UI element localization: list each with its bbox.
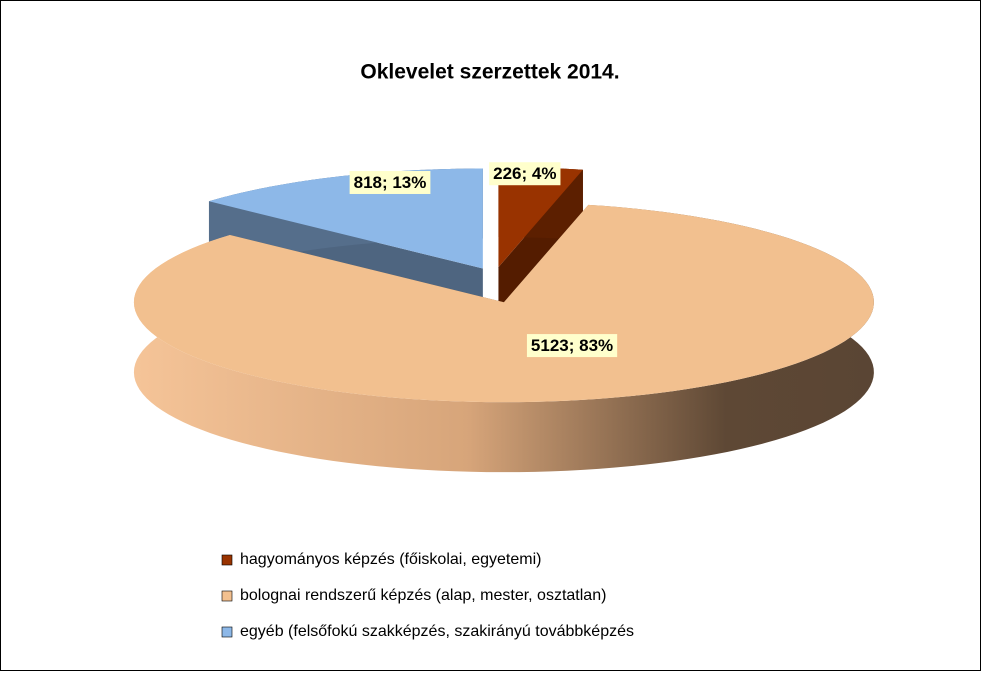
data-label: 5123; 83% bbox=[531, 336, 613, 355]
pie-slice bbox=[133, 204, 874, 473]
data-label-box bbox=[526, 334, 618, 358]
data-label: 818; 13% bbox=[354, 173, 427, 192]
slice-top bbox=[133, 204, 874, 403]
legend-label: bolognai rendszerű képzés (alap, mester,… bbox=[240, 587, 606, 604]
legend-label: egyéb (felsőfokú szakképzés, szakirányú … bbox=[240, 623, 634, 640]
slice-top bbox=[498, 167, 583, 268]
legend-swatch bbox=[221, 554, 233, 566]
legend-swatch bbox=[221, 626, 233, 638]
data-label-box bbox=[489, 162, 561, 186]
chart-title: Oklevelet szerzettek 2014. bbox=[360, 61, 619, 84]
legend-label: hagyományos képzés (főiskolai, egyetemi) bbox=[240, 551, 541, 568]
legend-swatch bbox=[221, 590, 233, 602]
data-label-box bbox=[349, 170, 431, 194]
data-label: 226; 4% bbox=[493, 164, 556, 183]
